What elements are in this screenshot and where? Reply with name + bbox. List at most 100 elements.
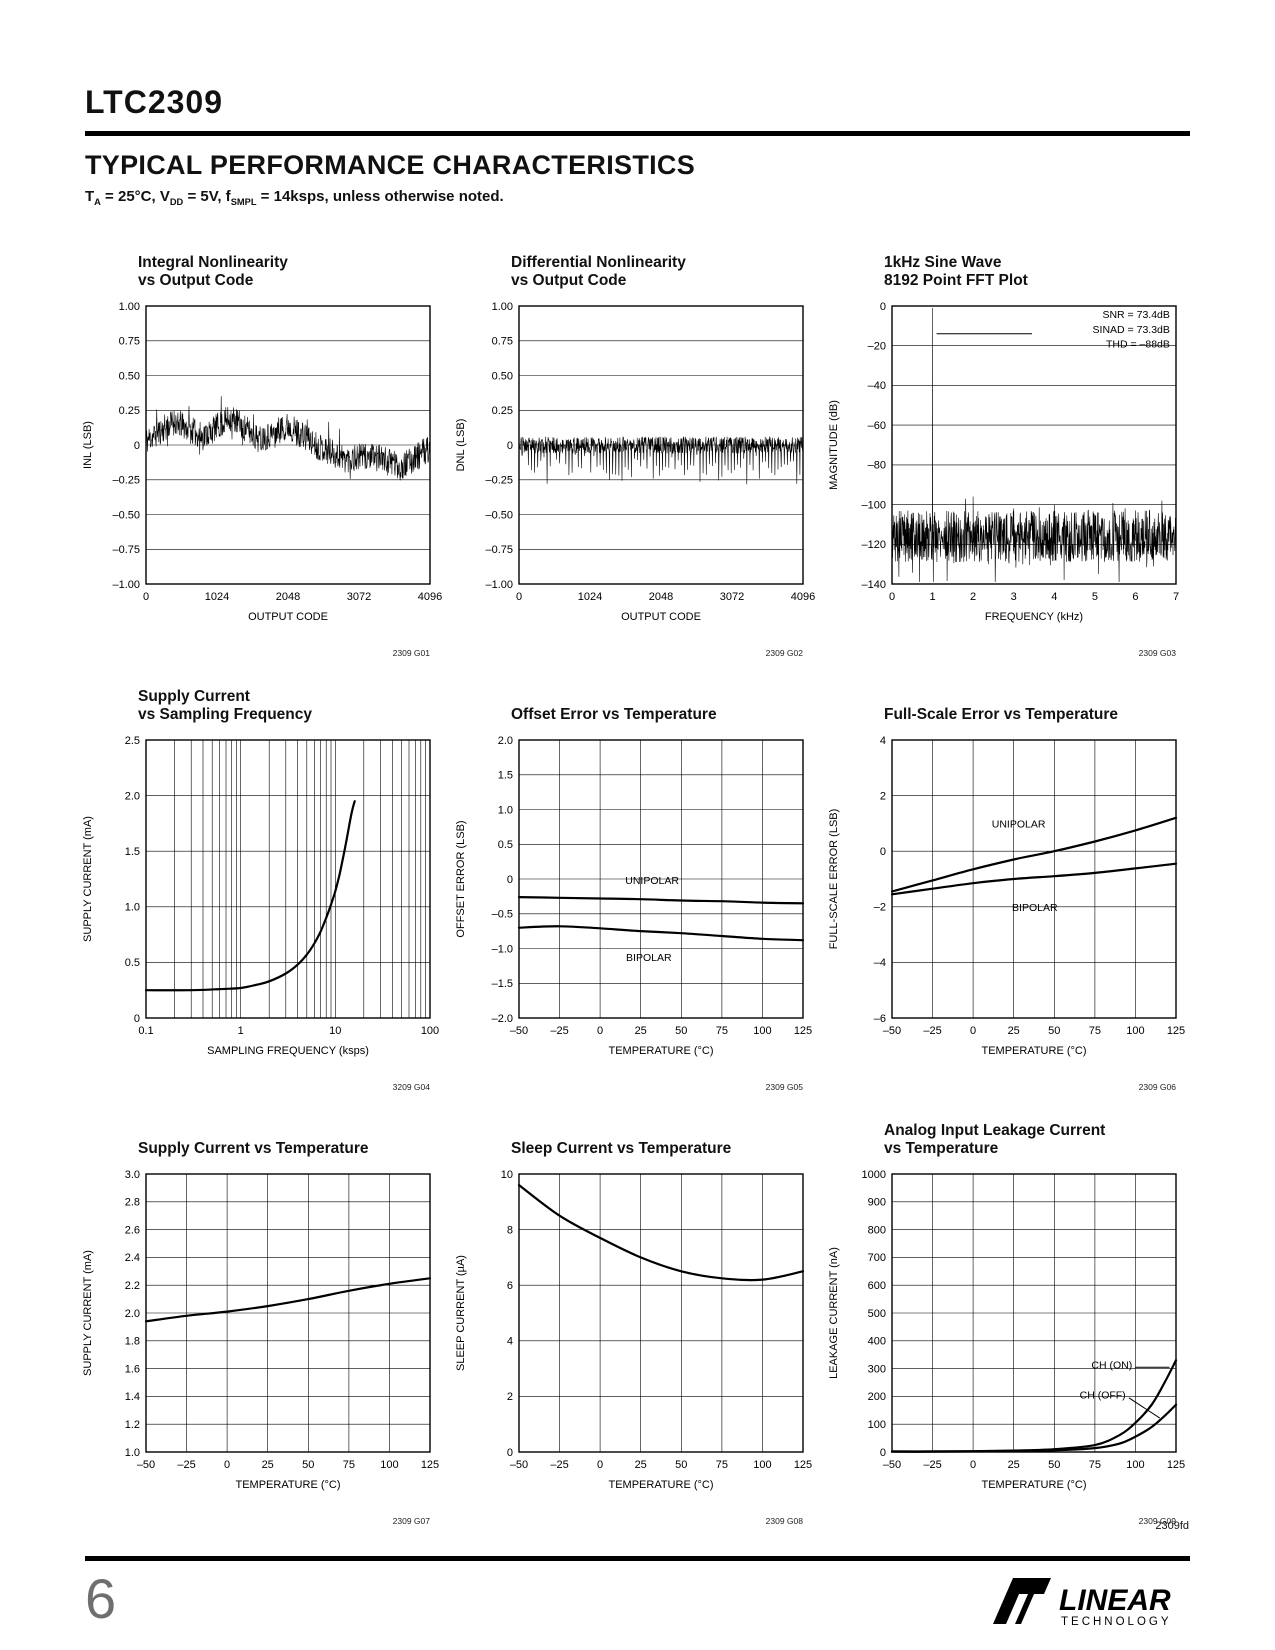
svg-text:125: 125 [1167, 1459, 1185, 1471]
y-axis-label: INL (LSB) [82, 421, 94, 469]
plot-border [518, 739, 804, 1019]
annotation-label: CH (OFF) [1080, 1390, 1126, 1402]
grid-lines [892, 740, 1176, 1018]
svg-text:400: 400 [868, 1336, 886, 1348]
svg-text:0: 0 [970, 1459, 976, 1471]
svg-text:700: 700 [868, 1252, 886, 1264]
y-axis-label: FULL-SCALE ERROR (LSB) [828, 809, 840, 950]
chart-title-line: Full-Scale Error vs Temperature [884, 706, 1119, 723]
conditions-text: = 14ksps, unless otherwise noted. [256, 188, 504, 205]
chart-title-line: vs Sampling Frequency [138, 706, 312, 723]
svg-text:0.25: 0.25 [119, 405, 140, 417]
svg-text:–60: –60 [868, 420, 886, 432]
svg-text:6: 6 [1132, 591, 1138, 603]
series-BIPOLAR [517, 925, 805, 942]
annotation-label: UNIPOLAR [625, 875, 679, 887]
svg-text:1.2: 1.2 [125, 1419, 140, 1431]
svg-text:–25: –25 [550, 1025, 568, 1037]
linear-technology-logo: LINEAR TECHNOLOGY [985, 1572, 1190, 1635]
svg-text:100: 100 [1126, 1459, 1144, 1471]
plot-border [891, 739, 1177, 1019]
svg-text:2: 2 [970, 591, 976, 603]
x-axis-label: TEMPERATURE (°C) [608, 1479, 713, 1491]
y-axis-label: SUPPLY CURRENT (mA) [82, 1250, 94, 1376]
svg-text:100: 100 [868, 1419, 886, 1431]
svg-text:0: 0 [224, 1459, 230, 1471]
svg-text:1024: 1024 [205, 591, 229, 603]
part-number: LTC2309 [85, 84, 224, 120]
svg-text:3072: 3072 [347, 591, 371, 603]
svg-text:2048: 2048 [649, 591, 673, 603]
tick-labels: 3.0 2.8 2.6 2.4 2.2 2.0 1.8 1.6 1.4 1.2 1.0–50 –25 0… [125, 1169, 439, 1471]
svg-text:0.75: 0.75 [492, 336, 513, 348]
svg-text:100: 100 [380, 1459, 398, 1471]
chart-title-line: Sleep Current vs Temperature [511, 1140, 732, 1157]
plot-border [518, 1173, 804, 1453]
svg-text:2.4: 2.4 [125, 1252, 140, 1264]
svg-text:–1.00: –1.00 [112, 579, 140, 591]
page-number: 6 [85, 1567, 117, 1630]
chart-analog-input-leakage-current: Analog Input Leakage Current vs Temperatu… [824, 1114, 1197, 1526]
chart-ref-label: 2309 G05 [765, 1082, 803, 1092]
svg-text:0: 0 [507, 1447, 513, 1459]
chart-title-line: Analog Input Leakage Current [884, 1122, 1106, 1139]
svg-text:–25: –25 [550, 1459, 568, 1471]
svg-text:2.5: 2.5 [125, 735, 140, 747]
conditions-subscript: A [94, 197, 101, 207]
svg-text:0: 0 [143, 591, 149, 603]
svg-text:2048: 2048 [276, 591, 300, 603]
svg-text:50: 50 [1048, 1025, 1060, 1037]
svg-text:50: 50 [1048, 1459, 1060, 1471]
svg-text:1000: 1000 [862, 1169, 886, 1181]
grid-lines [892, 1174, 1176, 1452]
svg-text:200: 200 [868, 1391, 886, 1403]
svg-text:0.5: 0.5 [125, 957, 140, 969]
grid-lines [146, 740, 430, 1018]
series-DNL [518, 436, 804, 485]
svg-text:25: 25 [635, 1025, 647, 1037]
series-UNIPOLAR [890, 816, 1178, 893]
series-Supply Current [144, 1277, 432, 1323]
grid-lines [892, 345, 1176, 545]
series-Supply Current [144, 800, 356, 992]
svg-text:0.75: 0.75 [119, 336, 140, 348]
svg-text:500: 500 [868, 1308, 886, 1320]
logo-sub-brand: TECHNOLOGY [1061, 1616, 1172, 1628]
annotation-label: BIPOLAR [1012, 902, 1058, 914]
tick-labels: 0 0.5 1.0 1.5 2.0 2.5 0.1 1 10 100 [125, 735, 439, 1037]
svg-text:2.0: 2.0 [125, 1308, 140, 1320]
svg-text:0: 0 [134, 440, 140, 452]
plot-border [145, 1173, 431, 1453]
y-axis-label: LEAKAGE CURRENT (nA) [828, 1247, 840, 1379]
section-title: TYPICAL PERFORMANCE CHARACTERISTICS [85, 150, 696, 180]
chart-plot: 0 0.5 1.0 1.5 2.0 2.5 0.1 1 10 100 SUPPLY CURRENT … [82, 735, 439, 1057]
chart-fft-plot: 1kHz Sine Wave 8192 Point FFT Plot SNR = … [824, 246, 1197, 658]
y-axis-label: OFFSET ERROR (LSB) [455, 820, 467, 937]
conditions-line: TA = 25°C, VDD = 5V, fSMPL = 14ksps, unl… [85, 188, 1190, 207]
chart-ref-label: 3209 G04 [392, 1082, 430, 1092]
chart-title-line: 1kHz Sine Wave [884, 254, 1002, 271]
y-axis-label: SUPPLY CURRENT (mA) [82, 816, 94, 942]
chart-ref-label: 2309 G01 [392, 648, 430, 658]
svg-text:2.0: 2.0 [125, 790, 140, 802]
svg-text:–80: –80 [868, 460, 886, 472]
svg-text:0.5: 0.5 [498, 839, 513, 851]
chart-title-line: Differential Nonlinearity [511, 254, 686, 271]
svg-text:–50: –50 [510, 1459, 528, 1471]
conditions-text: = 25°C, V [100, 188, 170, 205]
svg-text:–50: –50 [883, 1025, 901, 1037]
svg-text:1.00: 1.00 [492, 301, 513, 313]
chart-ref-label: 2309 G08 [765, 1516, 803, 1526]
svg-text:–100: –100 [862, 499, 886, 511]
svg-text:–120: –120 [862, 539, 886, 551]
y-axis-label: SLEEP CURRENT (µA) [455, 1255, 467, 1371]
grid-lines [519, 740, 803, 1018]
svg-text:4096: 4096 [418, 591, 442, 603]
svg-text:75: 75 [716, 1025, 728, 1037]
chart-title: Supply Current vs Temperature [78, 1114, 451, 1158]
svg-text:–40: –40 [868, 380, 886, 392]
lt-mark-icon [993, 1578, 1051, 1624]
svg-text:2.2: 2.2 [125, 1280, 140, 1292]
